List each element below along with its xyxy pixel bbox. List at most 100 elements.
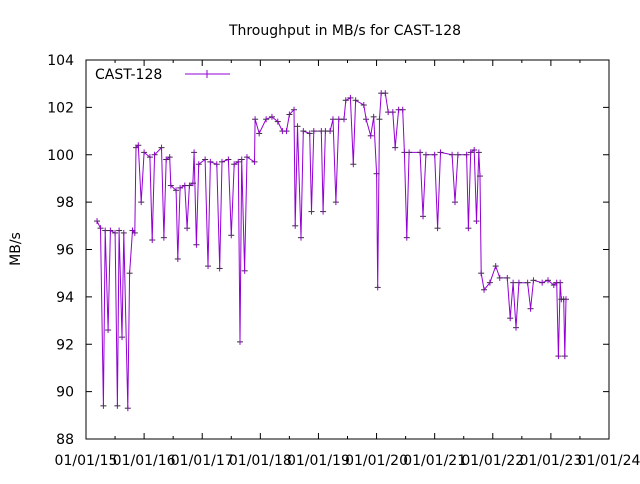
data-point (539, 279, 546, 286)
data-marks (94, 90, 569, 412)
data-point (320, 208, 327, 215)
data-point (486, 279, 493, 286)
data-point (97, 225, 104, 232)
y-tick-label: 92 (56, 337, 74, 353)
data-point (207, 158, 214, 165)
x-tick-label: 01/01/17 (171, 453, 234, 469)
data-point (94, 218, 101, 225)
data-point (473, 218, 480, 225)
y-tick-label: 102 (47, 100, 74, 116)
data-point (166, 154, 173, 161)
y-tick-label: 104 (47, 53, 74, 69)
data-point (126, 270, 133, 277)
y-axis-label: MB/s (8, 232, 24, 266)
data-point (100, 402, 107, 409)
data-point (308, 208, 315, 215)
data-point (507, 315, 514, 322)
data-point (481, 286, 488, 293)
data-point (561, 353, 568, 360)
data-point (530, 277, 537, 284)
data-point (241, 267, 248, 274)
data-point (329, 116, 336, 123)
data-point (417, 149, 424, 156)
data-point (151, 151, 158, 158)
x-tick-label: 01/01/18 (229, 453, 292, 469)
data-point (195, 161, 202, 168)
data-point (213, 161, 220, 168)
series-line (96, 92, 567, 409)
data-point (138, 199, 145, 206)
data-point (102, 227, 109, 234)
data-point (116, 227, 123, 234)
data-point (476, 173, 483, 180)
y-tick-label: 98 (56, 195, 74, 211)
data-point (120, 229, 127, 236)
data-point (363, 116, 370, 123)
data-point (562, 296, 569, 303)
data-point (243, 154, 250, 161)
data-point (268, 113, 275, 120)
data-point (527, 305, 534, 312)
data-point (341, 116, 348, 123)
data-point (306, 130, 313, 137)
x-tick-label: 01/01/16 (113, 453, 176, 469)
plot-frame (85, 59, 610, 440)
data-point (228, 232, 235, 239)
x-tick-label: 01/01/23 (519, 453, 582, 469)
data-point (202, 156, 209, 163)
data-point (406, 149, 413, 156)
data-point (370, 113, 377, 120)
data-point (193, 241, 200, 248)
data-point (504, 274, 511, 281)
data-point (251, 158, 258, 165)
data-point (298, 234, 305, 241)
x-tick-label: 01/01/22 (461, 453, 524, 469)
data-point (107, 227, 114, 234)
data-point (392, 144, 399, 151)
data-point (335, 116, 342, 123)
data-point (557, 279, 564, 286)
data-point (544, 277, 551, 284)
data-point (160, 234, 167, 241)
legend-label: CAST-128 (95, 67, 162, 83)
data-point (286, 111, 293, 118)
data-point (300, 128, 307, 135)
x-tick-label: 01/01/15 (55, 453, 118, 469)
data-point (332, 199, 339, 206)
data-point (478, 270, 485, 277)
data-point (420, 213, 427, 220)
data-point (149, 237, 156, 244)
x-tick-label: 01/01/21 (403, 453, 466, 469)
y-tick-label: 88 (56, 432, 74, 448)
data-point (274, 118, 281, 125)
data-point (452, 199, 459, 206)
data-point (513, 324, 520, 331)
data-point (510, 279, 517, 286)
data-point (235, 158, 242, 165)
data-point (158, 144, 165, 151)
data-point (374, 284, 381, 291)
y-tick-label: 100 (47, 148, 74, 164)
data-point (292, 222, 299, 229)
y-tick-label: 96 (56, 243, 74, 259)
data-point (467, 149, 474, 156)
data-point (360, 102, 367, 109)
data-point (114, 402, 121, 409)
data-point (373, 170, 380, 177)
data-point (434, 225, 441, 232)
axes: 88909294969810010210401/01/1501/01/1601/… (47, 53, 640, 469)
x-tick-label: 01/01/20 (345, 453, 408, 469)
data-point (184, 225, 191, 232)
data-point (291, 106, 298, 113)
data-point (342, 97, 349, 104)
data-point (496, 274, 503, 281)
data-point (555, 353, 562, 360)
data-point (141, 149, 148, 156)
data-point (350, 161, 357, 168)
data-point (403, 234, 410, 241)
data-point (310, 128, 317, 135)
data-point (515, 279, 522, 286)
data-point (399, 106, 406, 113)
data-point (376, 116, 383, 123)
